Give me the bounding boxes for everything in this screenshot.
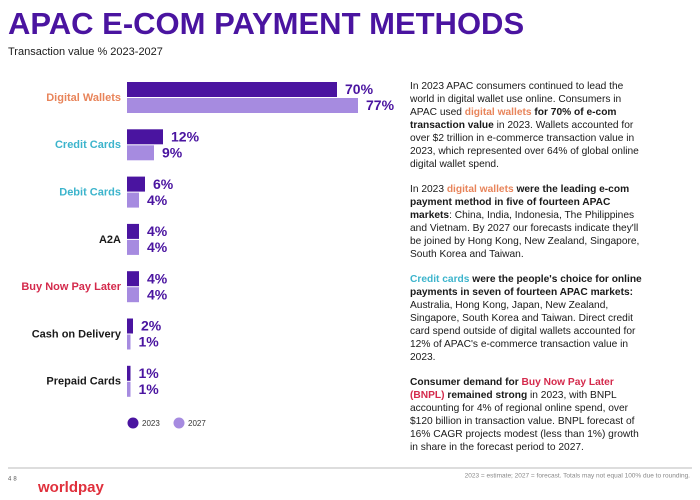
bar	[127, 239, 139, 255]
text-run: in 2023, with BNPL accounting for 4% of …	[410, 390, 639, 453]
bar	[127, 82, 337, 97]
bar	[127, 271, 139, 287]
brand-logo: worldpay	[37, 479, 105, 496]
category-label: Credit Cards	[55, 139, 121, 151]
text-run: remained strong	[444, 390, 528, 401]
category-label: Prepaid Cards	[46, 376, 121, 388]
paragraph: Credit cards were the people's choice fo…	[410, 273, 642, 364]
text-run: In 2023 APAC consumers continued to lead…	[410, 81, 624, 118]
value-label: 4%	[147, 192, 168, 208]
value-label: 70%	[345, 81, 374, 97]
legend-swatch	[173, 417, 185, 429]
legend-label: 2023	[142, 419, 160, 428]
text-run: digital wallets	[464, 107, 532, 118]
legend-label: 2027	[188, 419, 206, 428]
value-label: 1%	[139, 334, 160, 350]
footnote: 2023 = estimate; 2027 = forecast. Totals…	[465, 473, 691, 480]
chart-title: APAC E-COM PAYMENT METHODS	[8, 6, 524, 41]
text-run: Credit cards	[410, 274, 470, 285]
text-run: Australia, Hong Kong, Japan, New Zealand…	[410, 300, 636, 363]
category-label: Buy Now Pay Later	[21, 281, 121, 293]
page-number: 48	[8, 477, 19, 483]
value-label: 12%	[171, 129, 200, 145]
value-label: 4%	[147, 223, 168, 239]
value-label: 77%	[366, 97, 395, 113]
text-run: In 2023	[410, 184, 447, 195]
commentary: In 2023 APAC consumers continued to lead…	[410, 80, 642, 466]
text-run: were the leading e-com payment method in…	[410, 184, 630, 221]
paragraph: In 2023 APAC consumers continued to lead…	[410, 80, 642, 171]
text-run: in 2023. Wallets accounted for over $2 t…	[410, 120, 639, 170]
paragraph: Consumer demand for Buy Now Pay Later (B…	[410, 376, 642, 454]
text-run: Buy Now Pay Later (BNPL)	[410, 377, 614, 401]
value-label: 6%	[153, 176, 174, 192]
value-label: 4%	[147, 270, 168, 286]
bar	[127, 98, 358, 113]
category-label: Cash on Delivery	[32, 328, 122, 340]
text-run: for 70% of e-com transaction value	[410, 107, 617, 131]
value-label: 1%	[139, 365, 160, 381]
bar	[127, 176, 145, 192]
text-run: : China, India, Indonesia, The Philippin…	[410, 210, 640, 260]
text-run: were the people's choice for online paym…	[410, 274, 642, 298]
value-label: 1%	[139, 381, 160, 397]
value-label: 2%	[141, 318, 162, 334]
bar	[127, 381, 131, 397]
bar	[127, 334, 131, 350]
bar	[127, 365, 131, 381]
value-label: 4%	[147, 286, 168, 302]
bar	[127, 145, 154, 161]
category-label: A2A	[99, 234, 121, 246]
bar	[127, 192, 139, 208]
value-label: 4%	[147, 239, 168, 255]
chart-subtitle: Transaction value % 2023-2027	[8, 46, 163, 58]
paragraph: In 2023 digital wallets were the leading…	[410, 183, 642, 261]
bar	[127, 223, 139, 239]
category-label: Digital Wallets	[46, 92, 121, 104]
legend-swatch	[127, 417, 139, 429]
category-label: Debit Cards	[59, 187, 121, 199]
bar	[127, 129, 163, 145]
text-run: digital wallets	[446, 184, 514, 195]
bar	[127, 318, 133, 334]
text-run: Consumer demand for	[410, 377, 522, 388]
value-label: 9%	[162, 145, 183, 161]
bar	[127, 287, 139, 303]
